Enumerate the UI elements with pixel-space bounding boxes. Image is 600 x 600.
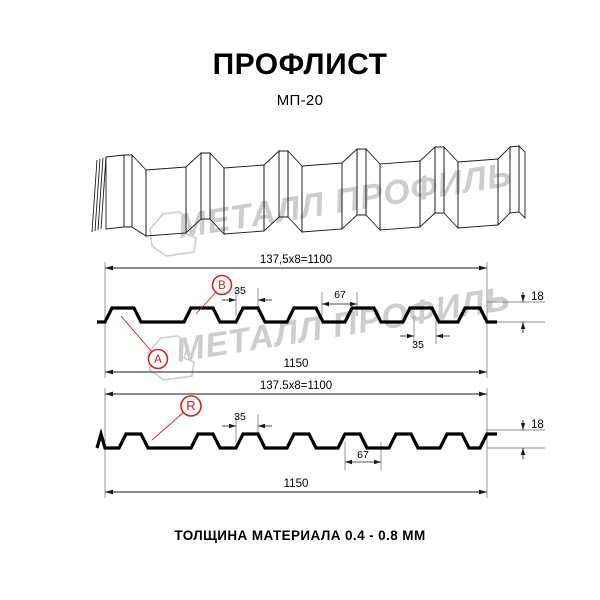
- material-thickness-note: ТОЛЩИНА МАТЕРИАЛА 0.4 - 0.8 ММ: [174, 528, 426, 543]
- title-block: ПРОФЛИСТ МП-20: [0, 48, 600, 111]
- iso-rib-face-1: [105, 154, 125, 230]
- dim-bottom-35-label: 35: [234, 411, 246, 423]
- profile-top-path: [97, 306, 497, 324]
- section-bottom-witness-lines: [104, 388, 545, 498]
- dim-top-35-left: 35: [222, 285, 272, 303]
- dim-bottom-overall-label: 137.5x8=1100: [260, 380, 332, 392]
- callout-b: B: [195, 274, 233, 315]
- section-top: 137,5x8=1100 A B: [97, 254, 545, 378]
- callout-a-circle: [147, 348, 169, 370]
- dim-bottom-67-label: 67: [357, 449, 369, 461]
- dim-top-67-label: 67: [334, 289, 346, 301]
- dim-bottom-35: 35: [222, 411, 272, 429]
- dim-top-35-right: 35: [400, 333, 450, 351]
- callout-r-label: R: [186, 398, 195, 413]
- dim-top-67: 67: [322, 289, 357, 307]
- dim-top-overall-label: 137,5x8=1100: [260, 254, 332, 266]
- dim-top-35-left-label: 35: [234, 285, 246, 297]
- callout-r: R: [151, 395, 202, 441]
- dim-bottom-67: 67: [345, 449, 381, 465]
- section-bottom: 137.5x8=1100 R 35: [95, 380, 545, 498]
- page-subtitle: МП-20: [276, 92, 324, 109]
- profile-bottom-path: [95, 428, 497, 450]
- dim-bottom-total-label: 1150: [284, 478, 309, 490]
- dim-top-total-label: 1150: [284, 358, 309, 370]
- dim-bottom-height-label: 18: [531, 419, 544, 431]
- iso-left-edge: [91, 156, 107, 233]
- callout-a: A: [120, 315, 169, 370]
- dim-bottom-overall: 137.5x8=1100: [105, 380, 487, 397]
- callout-a-label: A: [154, 354, 162, 366]
- dim-bottom-height-18: 18: [520, 419, 544, 459]
- dim-top-overall: 137,5x8=1100: [105, 254, 487, 271]
- dim-top-35-right-label: 35: [412, 339, 424, 351]
- dim-top-height-18: 18: [520, 291, 544, 333]
- watermark-section: МЕТАЛЛ ПРОФИЛЬ: [147, 280, 513, 381]
- watermark-text: МЕТАЛЛ ПРОФИЛЬ: [175, 156, 514, 246]
- watermark-isometric: МЕТАЛЛ ПРОФИЛЬ: [149, 156, 515, 257]
- dim-bottom-total: 1150: [105, 478, 487, 495]
- callout-b-label: B: [218, 280, 226, 292]
- dim-top-total: 1150: [105, 358, 487, 375]
- iso-right-edge: [518, 144, 526, 220]
- watermark-logo-icon: [149, 211, 197, 257]
- page-title: ПРОФЛИСТ: [212, 48, 388, 81]
- callout-r-circle: [180, 395, 202, 417]
- watermark-logo-icon-2: [147, 335, 195, 381]
- callout-b-circle: [211, 274, 233, 296]
- dim-top-height-label: 18: [531, 291, 544, 303]
- iso-rib-slope-1: [131, 153, 147, 237]
- isometric-view: [91, 144, 526, 237]
- iso-rib-top-1: [123, 154, 133, 228]
